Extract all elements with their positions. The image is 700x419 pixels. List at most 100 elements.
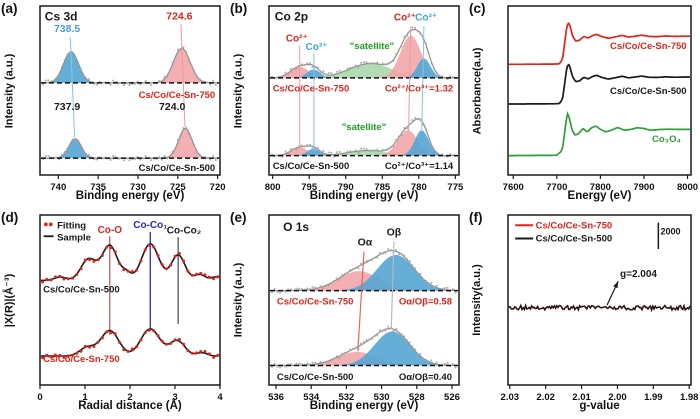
panel-label-a: (a) [1, 1, 18, 16]
panel-f-canvas: Cs/Co/Ce-Sn-750 Cs/Co/Ce-Sn-500 2000 g=2.00… [501, 214, 699, 403]
svg-text:2.03: 2.03 [501, 392, 520, 403]
panel-c-y-axis-label: Absorbance(a.u) [469, 6, 485, 175]
svg-text:Sample: Sample [57, 233, 91, 244]
svg-text:2.01: 2.01 [572, 392, 591, 403]
svg-text:Cs/Co/Ce-Sn-500: Cs/Co/Ce-Sn-500 [273, 161, 350, 172]
svg-text:724.6: 724.6 [166, 11, 192, 23]
svg-text:Co²⁺: Co²⁺ [286, 34, 308, 45]
svg-text:Oα/Oβ=0.40: Oα/Oβ=0.40 [399, 372, 452, 383]
panel-c: Cs/Co/Ce-Sn-750 Cs/Co/Ce-Sn-500 Co₃O₄ 7600 7… [468, 0, 700, 209]
svg-text:1.99: 1.99 [644, 392, 663, 403]
svg-text:Co-O: Co-O [98, 225, 123, 236]
panel-e-x-axis-label: Binding energy (eV) [309, 400, 419, 412]
svg-text:Co 2p: Co 2p [275, 9, 308, 23]
svg-text:Co³⁺: Co³⁺ [306, 42, 328, 53]
panel-d-y-axis-label: |X(R)|(Å⁻³) [1, 215, 17, 385]
svg-text:Co²⁺: Co²⁺ [394, 12, 416, 23]
svg-text:775: 775 [447, 182, 464, 193]
panel-b-x-axis-label: Binding energy (eV) [309, 190, 419, 202]
svg-text:7600: 7600 [503, 182, 524, 193]
panel-e-y-axis-label: Intensity (a.u.) [230, 215, 246, 385]
svg-text:2000: 2000 [661, 227, 681, 237]
svg-text:532: 532 [338, 392, 354, 403]
y-axis-label-text: Intensity (a.u.) [3, 53, 15, 128]
panel-label-d: (d) [1, 210, 19, 225]
svg-text:Fitting: Fitting [57, 221, 86, 232]
svg-text:"satellite": "satellite" [342, 122, 386, 133]
y-axis-label-text: Absorbance(a.u) [471, 47, 484, 134]
panel-f-x-axis-label: g-value [579, 400, 620, 412]
panel-d: Fitting Sample Co-O Co-Co₁ Co-Co₂ Cs/Co/Ce-Sn… [0, 209, 229, 419]
svg-text:2.00: 2.00 [608, 392, 627, 403]
svg-text:8000: 8000 [677, 182, 698, 193]
svg-text:3: 3 [172, 392, 177, 403]
svg-text:Cs/Co/Ce-Sn-500: Cs/Co/Ce-Sn-500 [43, 284, 120, 295]
svg-text:Cs/Co/Ce-Sn-750: Cs/Co/Ce-Sn-750 [610, 41, 687, 52]
svg-text:Cs/Co/Ce-Sn-500: Cs/Co/Ce-Sn-500 [277, 372, 354, 383]
svg-text:Co³⁺: Co³⁺ [415, 12, 437, 23]
panel-label-c: (c) [469, 1, 486, 16]
panel-label-f: (f) [469, 210, 483, 225]
panel-c-x-axis-label: Energy (eV) [567, 190, 632, 202]
panel-d-x-axis-label: Radial distance (Å) [78, 400, 182, 412]
panel-e-canvas: O 1s Oα Oβ Cs/Co/Ce-Sn-750 Oα/Oβ=0.58 Cs/Co/C… [268, 214, 463, 403]
svg-text:Cs/Co/Ce-Sn-750: Cs/Co/Ce-Sn-750 [43, 354, 120, 365]
svg-text:Cs/Co/Ce-Sn-750: Cs/Co/Ce-Sn-750 [536, 220, 613, 231]
svg-text:735: 735 [90, 182, 107, 193]
svg-text:g=2.004: g=2.004 [620, 269, 657, 280]
svg-text:Oα: Oα [358, 237, 373, 249]
svg-text:Co-Co₁: Co-Co₁ [133, 220, 167, 231]
svg-text:Oβ: Oβ [387, 226, 402, 238]
svg-text:0: 0 [37, 392, 42, 403]
panel-f-y-axis-label: Intensity(a.u.) [469, 215, 485, 385]
svg-text:Cs/Co/Ce-Sn-500: Cs/Co/Ce-Sn-500 [610, 86, 687, 97]
svg-text:2.02: 2.02 [536, 392, 555, 403]
svg-text:Cs/Co/Ce-Sn-750: Cs/Co/Ce-Sn-750 [277, 296, 354, 307]
svg-text:"satellite": "satellite" [350, 41, 394, 52]
svg-text:724.0: 724.0 [159, 101, 185, 113]
svg-text:Co²⁺/Co³⁺=1.14: Co²⁺/Co³⁺=1.14 [385, 161, 454, 172]
y-axis-label-text: Intensity (a.u.) [232, 53, 244, 128]
svg-text:785: 785 [374, 182, 391, 193]
y-axis-label-text: |X(R)|(Å⁻³) [3, 273, 16, 327]
svg-text:800: 800 [265, 182, 281, 193]
panel-c-canvas: Cs/Co/Ce-Sn-750 Cs/Co/Ce-Sn-500 Co₃O₄ 7600 7… [503, 5, 698, 193]
panel-a-y-axis-label: Intensity (a.u.) [1, 6, 17, 175]
panel-e: O 1s Oα Oβ Cs/Co/Ce-Sn-750 Oα/Oβ=0.58 Cs/Co/C… [229, 209, 468, 419]
svg-text:Oα/Oβ=0.58: Oα/Oβ=0.58 [399, 296, 452, 307]
svg-text:534: 534 [303, 392, 320, 403]
svg-text:7900: 7900 [633, 182, 654, 193]
svg-text:1: 1 [82, 392, 88, 403]
svg-text:536: 536 [268, 392, 284, 403]
svg-text:737.9: 737.9 [54, 101, 80, 113]
svg-text:Cs/Co/Ce-Sn-500: Cs/Co/Ce-Sn-500 [536, 234, 613, 245]
svg-text:720: 720 [210, 182, 226, 193]
svg-text:790: 790 [338, 182, 354, 193]
svg-text:2: 2 [127, 392, 132, 403]
svg-text:7700: 7700 [546, 182, 567, 193]
svg-text:O 1s: O 1s [283, 220, 309, 234]
svg-text:Co-Co₂: Co-Co₂ [167, 226, 201, 237]
panel-a-x-axis-label: Binding energy (eV) [75, 190, 185, 202]
svg-text:738.5: 738.5 [54, 23, 80, 35]
svg-text:795: 795 [301, 182, 318, 193]
svg-text:Cs/Co/Ce-Sn-750: Cs/Co/Ce-Sn-750 [273, 83, 350, 94]
svg-text:730: 730 [130, 182, 146, 193]
svg-text:4: 4 [217, 392, 223, 403]
svg-text:526: 526 [444, 392, 460, 403]
svg-text:740: 740 [50, 182, 66, 193]
svg-text:1.98: 1.98 [680, 392, 699, 403]
svg-text:7800: 7800 [590, 182, 611, 193]
panel-b-y-axis-label: Intensity (a.u.) [230, 6, 246, 175]
y-axis-label-text: Intensity(a.u.) [471, 264, 484, 336]
panel-b: Co 2p Co²⁺ Co³⁺ "satellite" Co²⁺ Co³⁺ Cs/Co/Ce… [229, 0, 468, 209]
svg-text:Cs 3d: Cs 3d [45, 9, 78, 23]
svg-text:Cs/Co/Ce-Sn-750: Cs/Co/Ce-Sn-750 [139, 90, 216, 101]
svg-text:725: 725 [170, 182, 187, 193]
panel-label-b: (b) [230, 1, 248, 16]
svg-text:528: 528 [409, 392, 425, 403]
